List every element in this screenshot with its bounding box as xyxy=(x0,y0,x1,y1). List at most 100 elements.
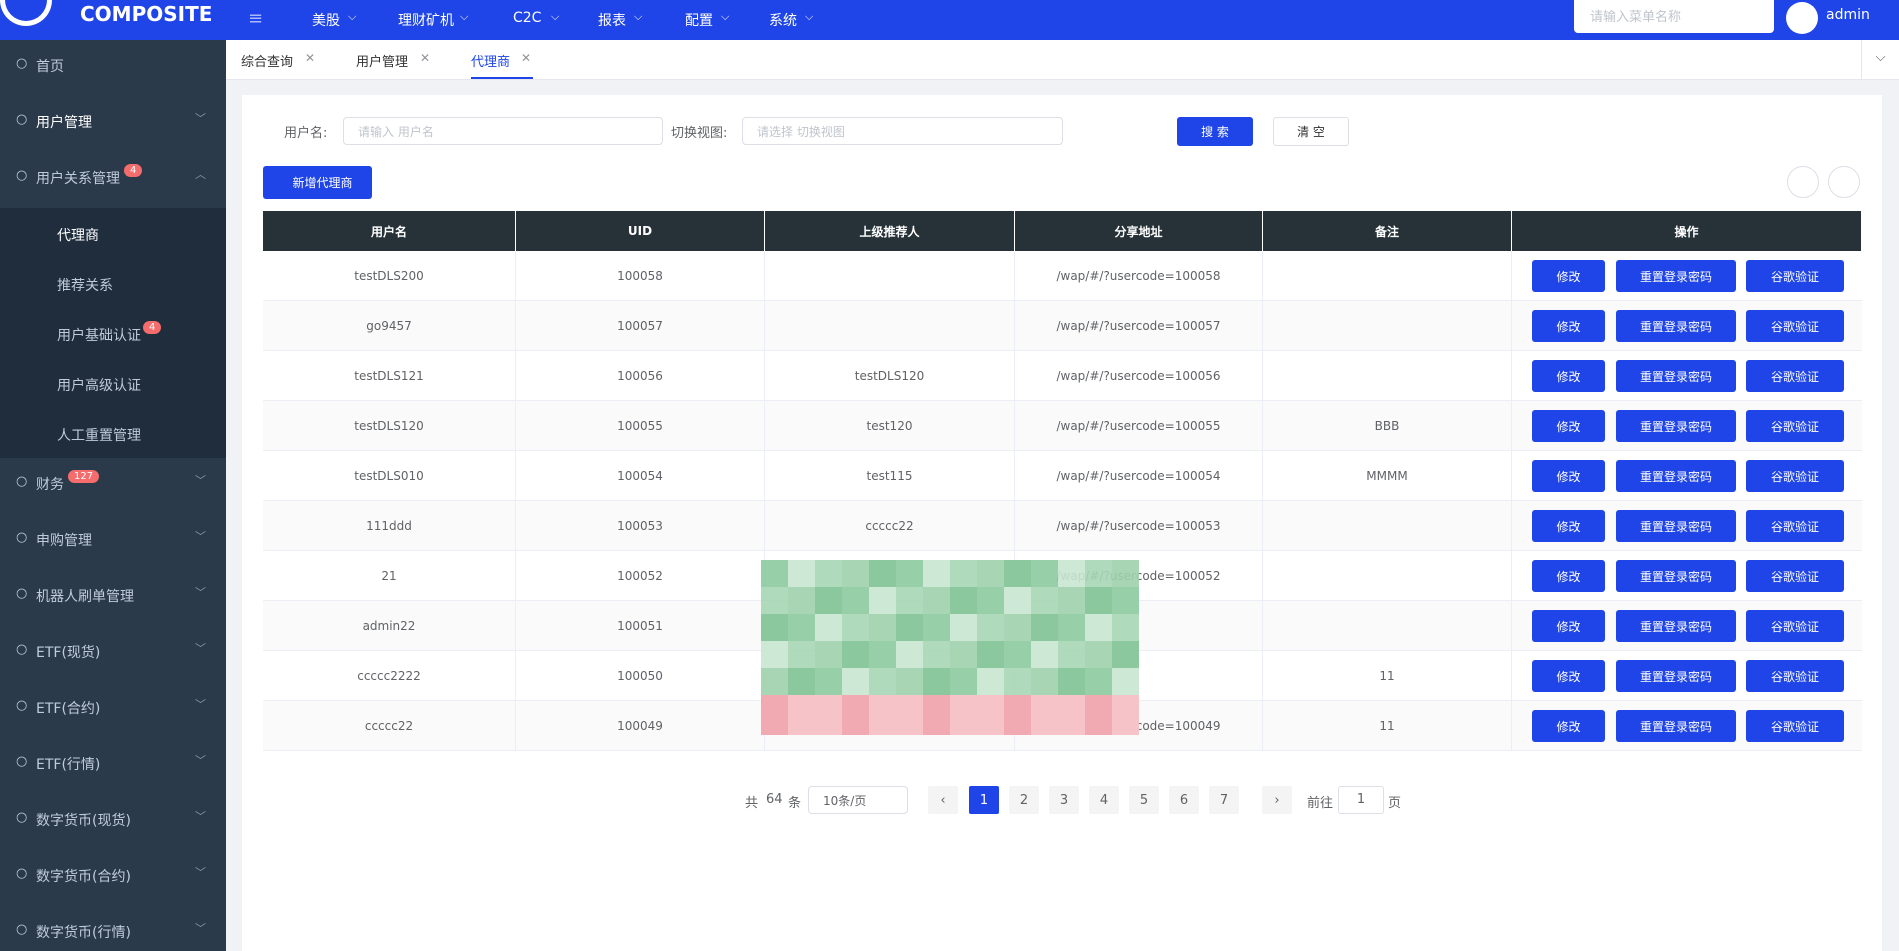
action-button[interactable]: 修改 xyxy=(1532,410,1605,442)
sidebar-item[interactable]: ETF(行情) xyxy=(36,757,101,773)
input[interactable]: 请输入 用户名 xyxy=(343,117,663,145)
action-button[interactable]: 修改 xyxy=(1532,260,1605,292)
tab[interactable]: 代理商 xyxy=(471,55,511,70)
table-cell: 100050 xyxy=(516,651,765,701)
tab[interactable]: 用户管理 xyxy=(356,55,409,70)
action-button[interactable]: 重置登录密码 xyxy=(1616,360,1736,392)
table-cell: test120 xyxy=(765,401,1015,451)
action-button[interactable]: 修改 xyxy=(1532,360,1605,392)
action-button[interactable]: 重置登录密码 xyxy=(1616,460,1736,492)
prev[interactable]: ‹ xyxy=(928,786,958,814)
search-icon[interactable] xyxy=(1828,166,1860,198)
action-button[interactable]: 修改 xyxy=(1532,510,1605,542)
action-button[interactable]: 修改 xyxy=(1532,560,1605,592)
action-button[interactable]: 谷歌验证 xyxy=(1746,460,1844,492)
action-button[interactable]: 谷歌验证 xyxy=(1746,410,1844,442)
action-button[interactable]: 修改 xyxy=(1532,610,1605,642)
sidebar-item[interactable]: 首页 xyxy=(36,59,64,75)
submenu-item[interactable]: 人工重置管理 xyxy=(57,428,141,444)
sidebar-item[interactable]: ETF(现货) xyxy=(36,645,101,661)
sidebar-item[interactable]: 数字货币(现货) xyxy=(36,813,131,829)
submenu-item[interactable]: 推荐关系 xyxy=(57,278,113,294)
action-button[interactable]: 重置登录密码 xyxy=(1616,510,1736,542)
action-button[interactable]: 谷歌验证 xyxy=(1746,610,1844,642)
top-menu-item[interactable]: 配置 xyxy=(685,13,713,29)
top-menu-item[interactable]: 理财矿机 xyxy=(398,13,454,29)
sidebar-item[interactable]: 数字货币(行情) xyxy=(36,925,131,941)
sidebar-item[interactable]: 数字货币(合约) xyxy=(36,869,131,885)
tab[interactable]: 综合查询 xyxy=(241,55,294,70)
sidebar-item[interactable]: ETF(合约) xyxy=(36,701,101,717)
page-number[interactable]: 5 xyxy=(1129,786,1159,814)
redaction xyxy=(1085,641,1112,668)
column-header: 用户名 xyxy=(263,211,516,251)
action-button[interactable]: 谷歌验证 xyxy=(1746,510,1844,542)
goto-input[interactable]: 1 xyxy=(1338,786,1384,814)
redaction xyxy=(869,587,896,614)
sidebar-item[interactable]: 机器人刷单管理 xyxy=(36,589,134,605)
submenu-item[interactable]: 用户基础认证 xyxy=(57,328,141,344)
redaction xyxy=(1112,668,1139,695)
action-button[interactable]: 谷歌验证 xyxy=(1746,260,1844,292)
action-button[interactable]: 重置登录密码 xyxy=(1616,710,1736,742)
submenu-item[interactable]: 代理商 xyxy=(57,228,99,244)
redaction xyxy=(1085,560,1112,587)
action-button[interactable]: 重置登录密码 xyxy=(1616,410,1736,442)
tab-close[interactable]: ✕ xyxy=(305,51,316,65)
add-button[interactable]: 新增代理商 xyxy=(263,166,372,199)
action-button[interactable]: 修改 xyxy=(1532,660,1605,692)
action-button[interactable]: 谷歌验证 xyxy=(1746,560,1844,592)
redaction xyxy=(977,695,1004,735)
page-number[interactable]: 3 xyxy=(1049,786,1079,814)
action-button[interactable]: 修改 xyxy=(1532,310,1605,342)
page-number[interactable]: 2 xyxy=(1009,786,1039,814)
table-cell xyxy=(1263,601,1512,651)
top-menu-item[interactable]: 报表 xyxy=(598,13,626,29)
expand-arrow: ﹀ xyxy=(195,530,206,543)
top-menu-item[interactable]: 美股 xyxy=(312,13,340,29)
page-number[interactable]: 4 xyxy=(1089,786,1119,814)
table-cell: ccccc22 xyxy=(765,501,1015,551)
top-menu-item[interactable]: 系统 xyxy=(769,13,797,29)
sidebar-item[interactable]: 财务 xyxy=(36,477,64,493)
top-menu-item[interactable]: C2C xyxy=(513,10,542,26)
redaction xyxy=(1112,560,1139,587)
page-size[interactable]: 10条/页 xyxy=(808,786,908,814)
table-cell: /wap/#/?usercode=100054 xyxy=(1015,451,1263,501)
table-cell: testDLS120 xyxy=(765,351,1015,401)
sidebar-item[interactable]: 用户管理 xyxy=(36,115,92,131)
hamburger[interactable]: ≡ xyxy=(248,8,264,29)
action-button[interactable]: 重置登录密码 xyxy=(1616,610,1736,642)
redaction xyxy=(788,641,815,668)
sidebar-item[interactable]: 申购管理 xyxy=(36,533,92,549)
table-cell xyxy=(1263,501,1512,551)
action-button[interactable]: 谷歌验证 xyxy=(1746,310,1844,342)
page-number[interactable]: 1 xyxy=(969,786,999,814)
action-button[interactable]: 重置登录密码 xyxy=(1616,310,1736,342)
page-number[interactable]: 7 xyxy=(1209,786,1239,814)
redaction xyxy=(788,587,815,614)
search-button[interactable]: 搜 索 xyxy=(1177,117,1253,146)
action-button[interactable]: 重置登录密码 xyxy=(1616,660,1736,692)
submenu-item[interactable]: 用户高级认证 xyxy=(57,378,141,394)
action-button[interactable]: 谷歌验证 xyxy=(1746,710,1844,742)
action-button[interactable]: 谷歌验证 xyxy=(1746,660,1844,692)
action-button[interactable]: 谷歌验证 xyxy=(1746,360,1844,392)
sidebar-item[interactable]: 用户关系管理 xyxy=(36,171,120,187)
next[interactable]: › xyxy=(1262,786,1292,814)
tabs-dropdown[interactable]: ⌵ xyxy=(1861,40,1899,80)
tab-close[interactable]: ✕ xyxy=(521,51,532,65)
action-button[interactable]: 重置登录密码 xyxy=(1616,560,1736,592)
tab-close[interactable]: ✕ xyxy=(420,51,431,65)
table-cell xyxy=(1263,551,1512,601)
user-name[interactable]: admin xyxy=(1826,7,1870,23)
menu-search[interactable]: 请输入菜单名称 xyxy=(1574,0,1774,33)
action-button[interactable]: 重置登录密码 xyxy=(1616,260,1736,292)
select[interactable]: 请选择 切换视图 xyxy=(742,117,1063,145)
page-number[interactable]: 6 xyxy=(1169,786,1199,814)
refresh-icon[interactable] xyxy=(1787,166,1819,198)
action-button[interactable]: 修改 xyxy=(1532,710,1605,742)
action-button[interactable]: 修改 xyxy=(1532,460,1605,492)
table-cell: ccccc2222 xyxy=(263,651,516,701)
clear-button[interactable]: 清 空 xyxy=(1273,117,1349,146)
